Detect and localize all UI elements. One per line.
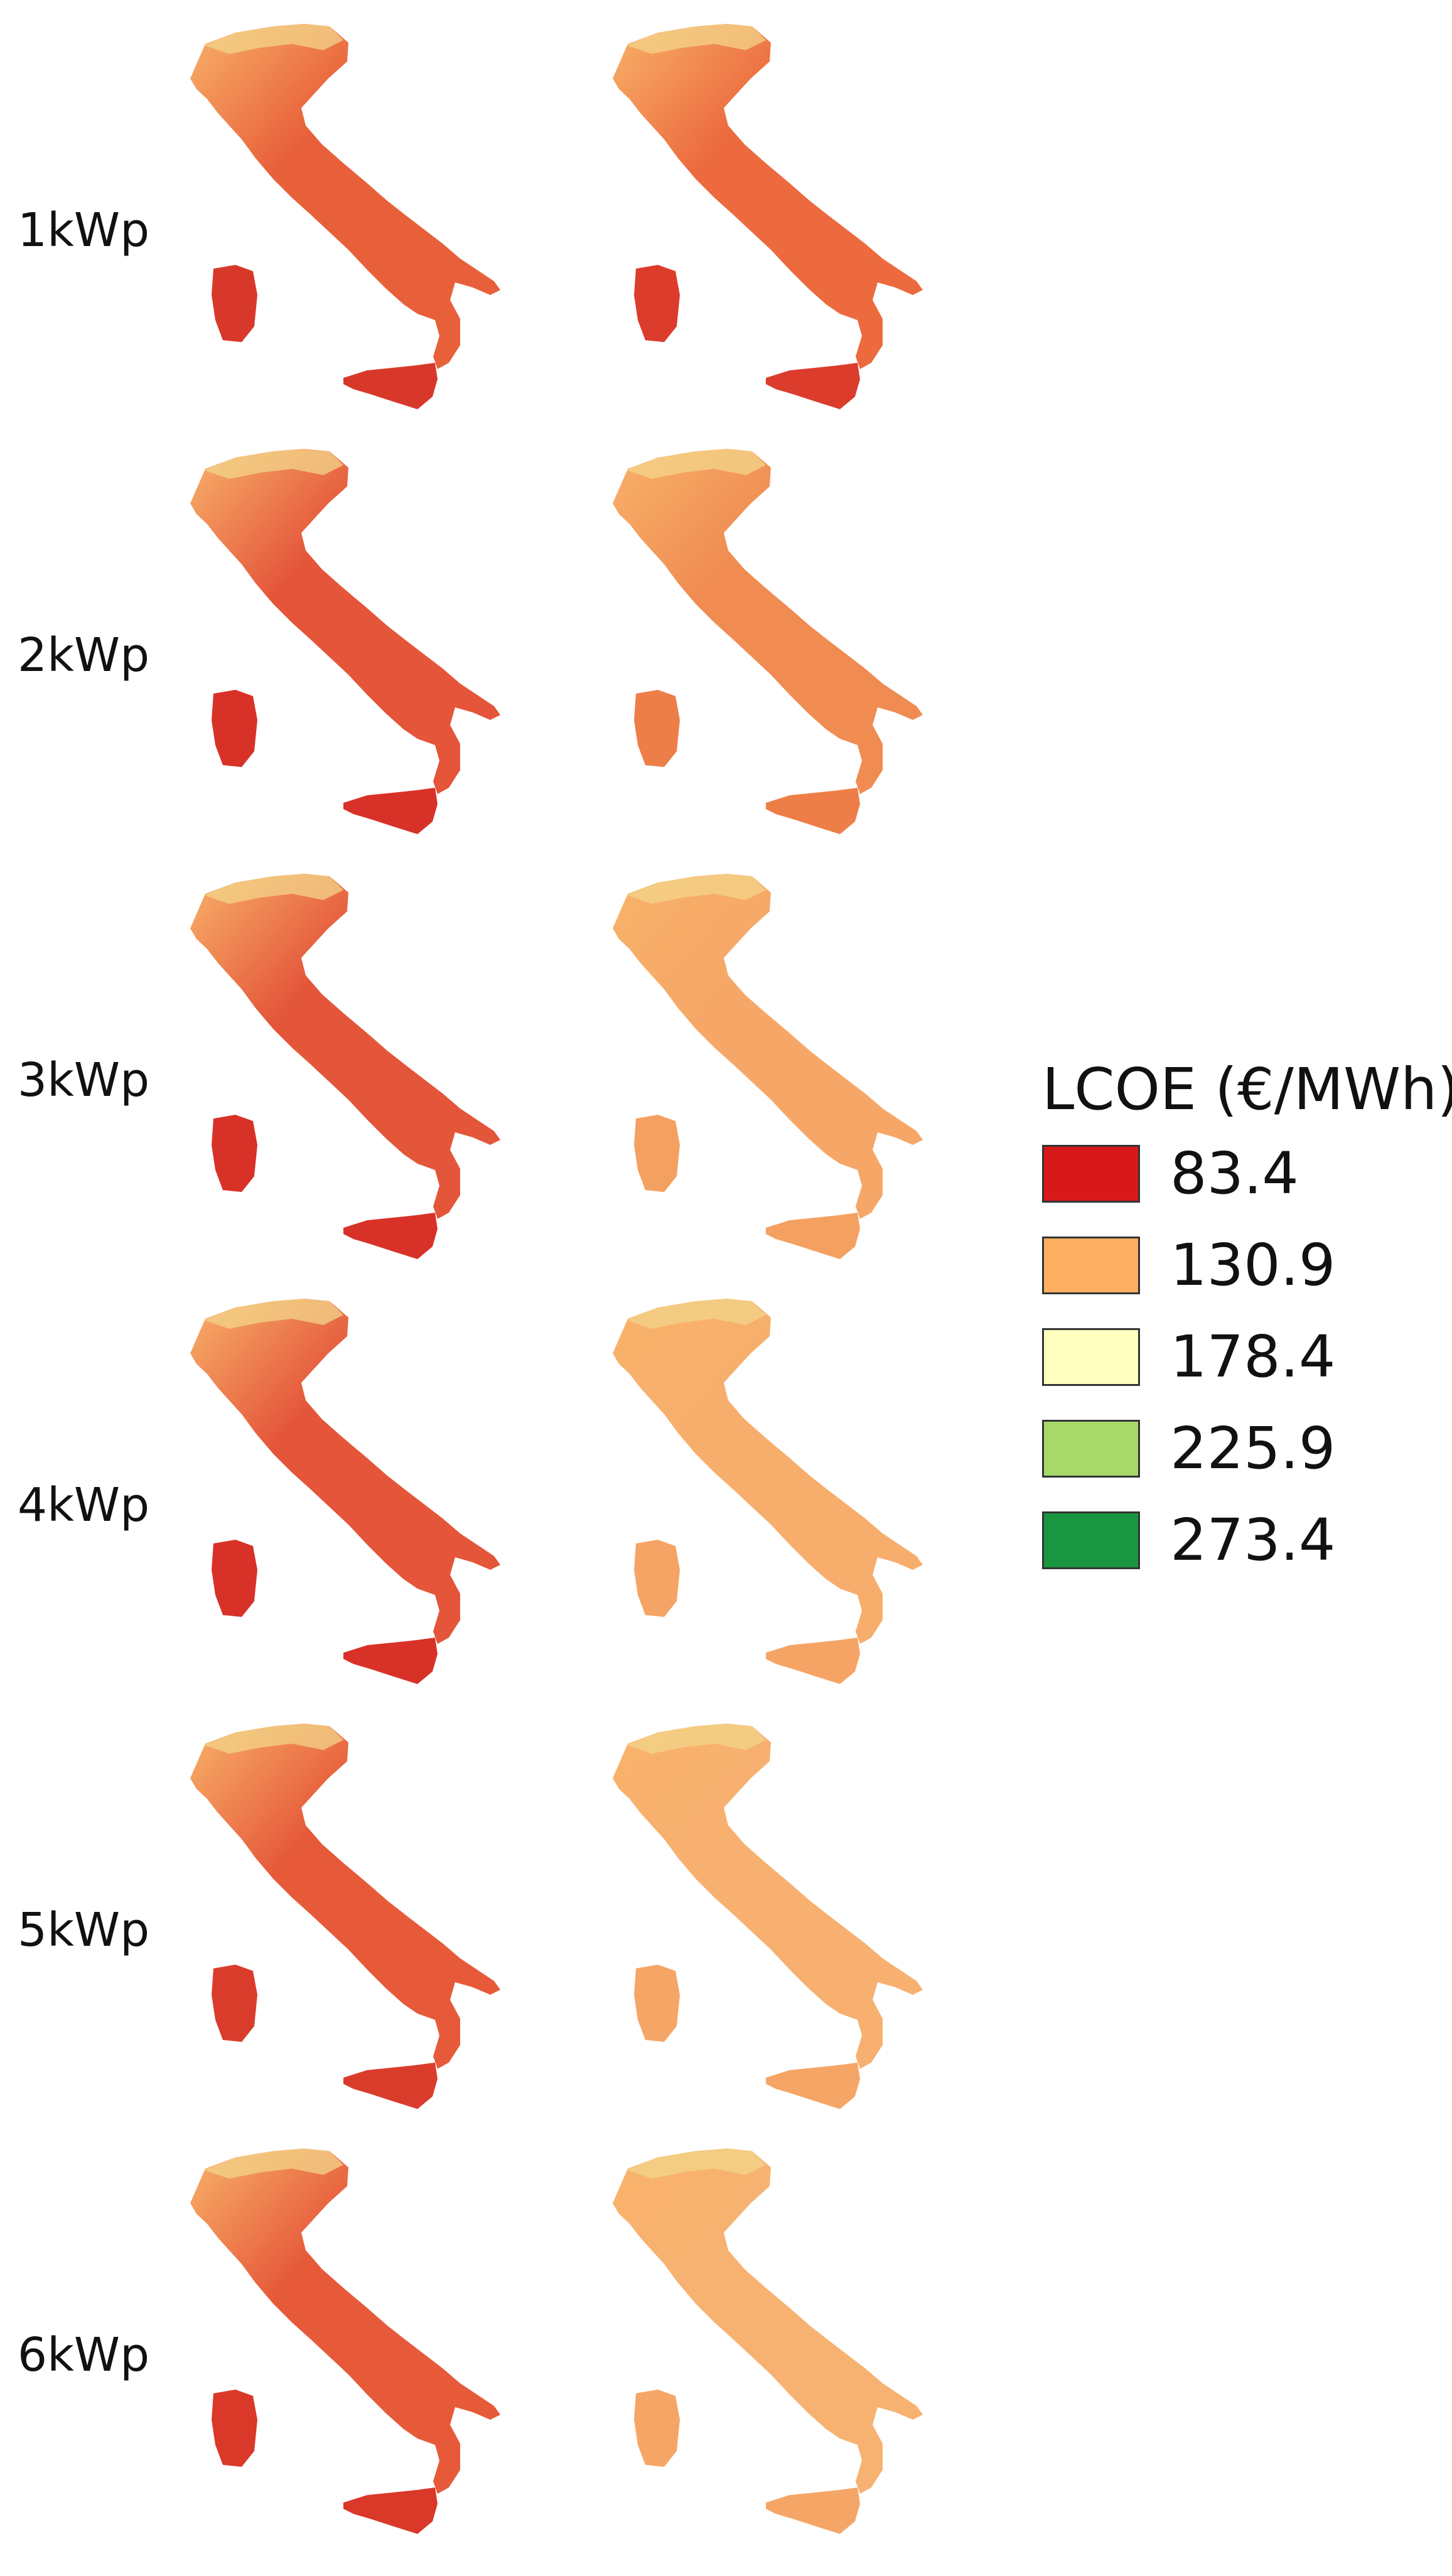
legend-value: 83.4 xyxy=(1170,1140,1299,1207)
alps-region xyxy=(627,1299,766,1329)
mainland-italy xyxy=(613,874,923,1219)
map-5kwp-right-svg xyxy=(613,1724,923,2109)
map-3kwp-left-svg xyxy=(190,874,500,1259)
row-label-2kwp: 2kWp xyxy=(18,628,150,682)
legend: LCOE (€/MWh) 83.4 130.9 178.4 225.9 273.4 xyxy=(1042,1061,1452,1601)
sardinia xyxy=(212,2390,257,2467)
row-label-4kwp: 4kWp xyxy=(18,1478,150,1532)
map-3kwp-left xyxy=(179,869,518,1270)
sardinia xyxy=(212,265,257,342)
sicily xyxy=(766,2063,860,2109)
map-1kwp-right-svg xyxy=(613,24,923,409)
sardinia xyxy=(634,1965,680,2042)
map-6kwp-left xyxy=(179,2144,518,2545)
sicily xyxy=(766,363,860,409)
alps-region xyxy=(204,874,343,904)
map-5kwp-left-svg xyxy=(190,1724,500,2109)
map-5kwp-left xyxy=(179,1719,518,2120)
mainland-italy xyxy=(190,874,500,1219)
map-2kwp-right xyxy=(601,444,940,845)
mainland-italy xyxy=(613,1299,923,1644)
sardinia xyxy=(212,1115,257,1192)
sardinia xyxy=(634,1540,680,1617)
legend-swatch xyxy=(1042,1420,1140,1478)
mainland-italy xyxy=(190,449,500,794)
map-3kwp-right-svg xyxy=(613,874,923,1259)
map-4kwp-right-svg xyxy=(613,1299,923,1684)
mainland-italy xyxy=(613,449,923,794)
sicily xyxy=(766,1638,860,1684)
alps-region xyxy=(204,24,343,54)
map-2kwp-left-svg xyxy=(190,449,500,834)
legend-value: 178.4 xyxy=(1170,1323,1336,1390)
mainland-italy xyxy=(190,2149,500,2494)
sardinia xyxy=(634,1115,680,1192)
sicily xyxy=(343,788,438,834)
sicily xyxy=(343,363,438,409)
sicily xyxy=(343,1638,438,1684)
legend-value: 130.9 xyxy=(1170,1232,1336,1299)
map-1kwp-left xyxy=(179,19,518,421)
map-2kwp-left xyxy=(179,444,518,845)
map-6kwp-left-svg xyxy=(190,2149,500,2534)
mainland-italy xyxy=(190,1299,500,1644)
legend-swatch xyxy=(1042,1328,1140,1386)
sardinia xyxy=(634,2390,680,2467)
mainland-italy xyxy=(613,1724,923,2069)
row-label-1kwp: 1kWp xyxy=(18,203,150,257)
map-1kwp-left-svg xyxy=(190,24,500,409)
legend-value: 225.9 xyxy=(1170,1415,1336,1482)
sardinia xyxy=(212,1540,257,1617)
alps-region xyxy=(627,449,766,479)
sicily xyxy=(766,2487,860,2534)
legend-item: 273.4 xyxy=(1042,1509,1452,1572)
mainland-italy xyxy=(190,24,500,369)
legend-item: 83.4 xyxy=(1042,1142,1452,1205)
legend-title: LCOE (€/MWh) xyxy=(1042,1056,1452,1123)
alps-region xyxy=(204,2149,343,2179)
map-1kwp-right xyxy=(601,19,940,421)
map-6kwp-right xyxy=(601,2144,940,2545)
row-label-5kwp: 5kWp xyxy=(18,1903,150,1957)
sardinia xyxy=(634,690,680,767)
alps-region xyxy=(627,2149,766,2179)
alps-region xyxy=(627,874,766,904)
legend-item: 130.9 xyxy=(1042,1234,1452,1297)
legend-item: 178.4 xyxy=(1042,1326,1452,1388)
alps-region xyxy=(204,1299,343,1329)
legend-swatch xyxy=(1042,1145,1140,1203)
mainland-italy xyxy=(190,1724,500,2069)
legend-item: 225.9 xyxy=(1042,1417,1452,1480)
alps-region xyxy=(627,1724,766,1754)
map-6kwp-right-svg xyxy=(613,2149,923,2534)
map-5kwp-right xyxy=(601,1719,940,2120)
legend-items: 83.4 130.9 178.4 225.9 273.4 xyxy=(1042,1142,1452,1572)
alps-region xyxy=(204,449,343,479)
legend-value: 273.4 xyxy=(1170,1506,1336,1574)
map-4kwp-left xyxy=(179,1294,518,1695)
sicily xyxy=(343,1213,438,1259)
sardinia xyxy=(212,690,257,767)
alps-region xyxy=(204,1724,343,1754)
map-4kwp-right xyxy=(601,1294,940,1695)
legend-swatch xyxy=(1042,1237,1140,1294)
sardinia xyxy=(634,265,680,342)
alps-region xyxy=(627,24,766,54)
map-2kwp-right-svg xyxy=(613,449,923,834)
sicily xyxy=(343,2487,438,2534)
mainland-italy xyxy=(613,2149,923,2494)
row-label-6kwp: 6kWp xyxy=(18,2328,150,2382)
row-label-3kwp: 3kWp xyxy=(18,1053,150,1107)
sardinia xyxy=(212,1965,257,2042)
sicily xyxy=(766,788,860,834)
sicily xyxy=(343,2063,438,2109)
map-3kwp-right xyxy=(601,869,940,1270)
map-4kwp-left-svg xyxy=(190,1299,500,1684)
legend-swatch xyxy=(1042,1511,1140,1569)
mainland-italy xyxy=(613,24,923,369)
sicily xyxy=(766,1213,860,1259)
